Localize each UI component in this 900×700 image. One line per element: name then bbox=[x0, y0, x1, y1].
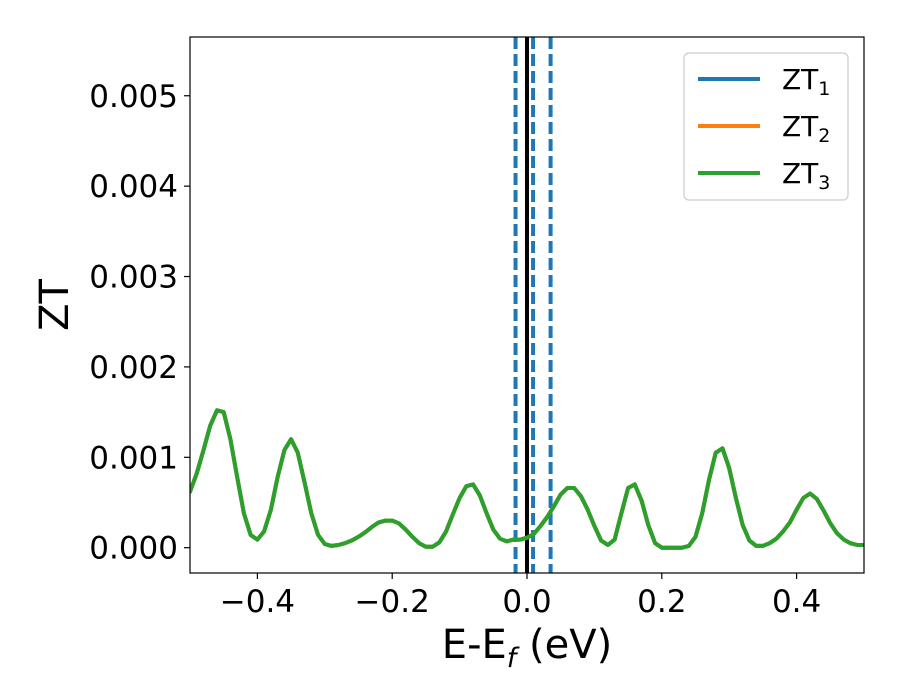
y-tick-label: 0.005 bbox=[89, 79, 178, 115]
legend-label-main: ZT bbox=[782, 63, 819, 96]
x-tick-label: 0.2 bbox=[637, 584, 686, 620]
x-tick-label: 0.4 bbox=[772, 584, 821, 620]
x-axis-label: E-Ef (eV) bbox=[442, 622, 612, 674]
x-tick-label: 0.0 bbox=[502, 584, 551, 620]
legend-label-sub: 2 bbox=[818, 125, 830, 147]
x-tick-label: −0.2 bbox=[355, 584, 430, 620]
legend-label-main: ZT bbox=[782, 157, 819, 190]
y-tick-label: 0.004 bbox=[89, 169, 178, 205]
legend-label: ZT3 bbox=[782, 157, 830, 194]
legend-label-sub: 3 bbox=[818, 172, 830, 194]
reference-lines bbox=[513, 37, 553, 573]
y-axis: 0.000 0.001 0.002 0.003 0.004 0.005 bbox=[89, 79, 190, 567]
series-line-zt3 bbox=[190, 408, 864, 550]
y-tick-label: 0.000 bbox=[89, 531, 178, 567]
x-tick-label: −0.4 bbox=[220, 584, 295, 620]
legend-label: ZT2 bbox=[782, 110, 830, 147]
series-lines bbox=[190, 408, 864, 550]
x-axis-label-main: E-E bbox=[442, 622, 507, 668]
legend-label-main: ZT bbox=[782, 110, 819, 143]
legend-label: ZT1 bbox=[782, 63, 830, 100]
y-tick-label: 0.003 bbox=[89, 260, 178, 296]
x-axis-label-unit: (eV) bbox=[516, 622, 612, 668]
x-axis: −0.4 −0.2 0.0 0.2 0.4 bbox=[220, 573, 821, 620]
legend-box bbox=[683, 52, 849, 201]
y-tick-label: 0.002 bbox=[89, 350, 178, 386]
legend-label-sub: 1 bbox=[818, 78, 830, 100]
y-tick-label: 0.001 bbox=[89, 440, 178, 476]
y-axis-label: ZT bbox=[32, 279, 78, 331]
